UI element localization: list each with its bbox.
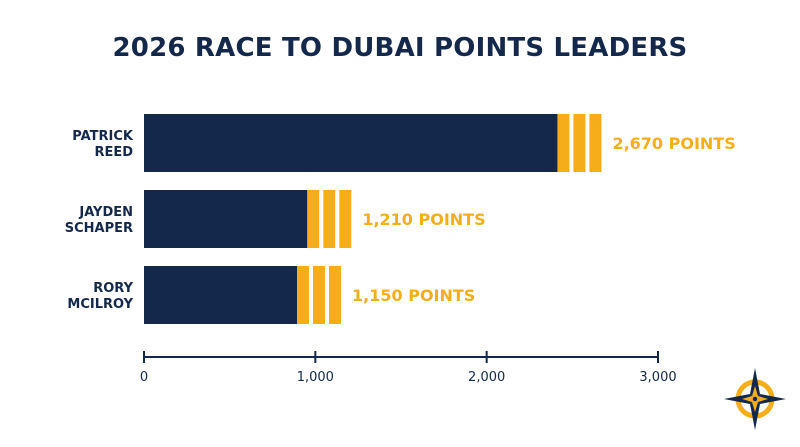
compass-star-icon [724,368,786,430]
x-tick-label: 2,000 [468,370,505,385]
bar-stripe [323,190,336,248]
x-tick-label: 1,000 [297,370,334,385]
category-label-line: JAYDEN [78,205,133,220]
value-label: 2,670 POINTS [612,134,735,153]
bar-stripe [329,266,342,324]
bar-stripe-gap [319,190,324,248]
bar [144,114,558,172]
bar-stripe [589,114,602,172]
chart-title: 2026 RACE TO DUBAI POINTS LEADERS [112,33,688,63]
category-label-line: SCHAPER [65,221,133,236]
bar-stripe-gap [335,190,340,248]
bar-stripe [557,114,570,172]
category-label: PATRICK REED [72,129,134,160]
bar-stripe-gap [569,114,574,172]
bar-stripe [313,266,326,324]
bar-stripe [573,114,586,172]
category-label-line: REED [94,145,133,160]
bar-stripe [339,190,352,248]
bar-stripe-gap [325,266,330,324]
category-label: RORY MCILROY [67,281,133,312]
value-label: 1,150 POINTS [352,286,475,305]
bar [144,266,298,324]
bar-stripe [307,190,320,248]
category-label-line: RORY [93,281,133,296]
category-label: JAYDEN SCHAPER [65,205,133,236]
value-label: 1,210 POINTS [362,210,485,229]
x-tick-label: 3,000 [639,370,676,385]
x-tick-label: 0 [140,370,148,385]
bar-stripe-gap [585,114,590,172]
category-label-line: MCILROY [67,297,133,312]
bar [144,190,308,248]
bar-stripe-gap [309,266,314,324]
category-label-line: PATRICK [72,129,134,144]
bar-stripe [297,266,310,324]
